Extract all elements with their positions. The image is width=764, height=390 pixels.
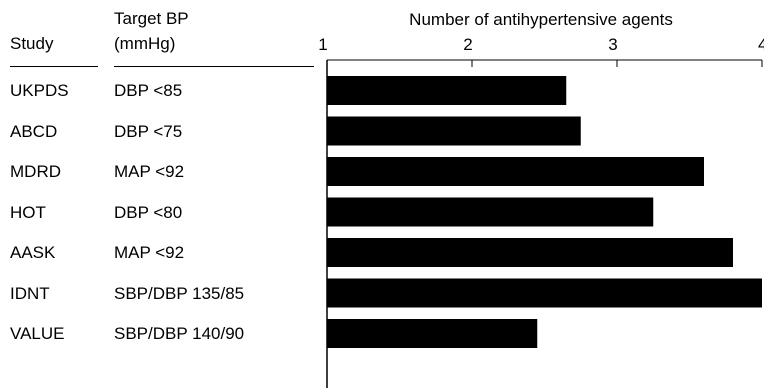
- study-label: HOT: [10, 202, 46, 222]
- study-label: AASK: [10, 243, 56, 262]
- study-header-rule: [10, 66, 98, 67]
- bar: [327, 319, 538, 348]
- target-bp-unit-header: (mmHg): [114, 34, 176, 53]
- target-bp-label: SBP/DBP 135/85: [114, 283, 245, 303]
- bar: [327, 157, 704, 186]
- target-bp-label: MAP <92: [114, 162, 185, 181]
- chart-title: Number of antihypertensive agents: [409, 10, 673, 29]
- bar: [327, 197, 654, 227]
- x-tick-label: 3: [608, 35, 617, 54]
- study-column-header: Study: [10, 34, 54, 53]
- target-bp-column-header: Target BP: [114, 9, 189, 28]
- x-tick-label: 1: [318, 35, 327, 54]
- study-label: IDNT: [10, 283, 50, 303]
- bar: [327, 278, 762, 308]
- bar: [327, 116, 581, 146]
- target-bp-label: DBP <75: [114, 121, 183, 141]
- target-bp-label: SBP/DBP 140/90: [114, 324, 245, 343]
- target-bp-label: DBP <85: [114, 81, 183, 100]
- study-label: UKPDS: [10, 81, 69, 100]
- study-label: VALUE: [10, 324, 65, 343]
- target-bp-label: DBP <80: [114, 202, 183, 222]
- bars: [327, 76, 762, 348]
- bar: [327, 76, 567, 105]
- x-tick-label: 4: [758, 35, 764, 54]
- target-bp-label: MAP <92: [114, 243, 185, 262]
- bar: [327, 238, 733, 267]
- target-header-rule: [114, 66, 314, 67]
- study-label: MDRD: [10, 162, 61, 181]
- study-label: ABCD: [10, 121, 58, 141]
- x-tick-label: 2: [463, 35, 472, 54]
